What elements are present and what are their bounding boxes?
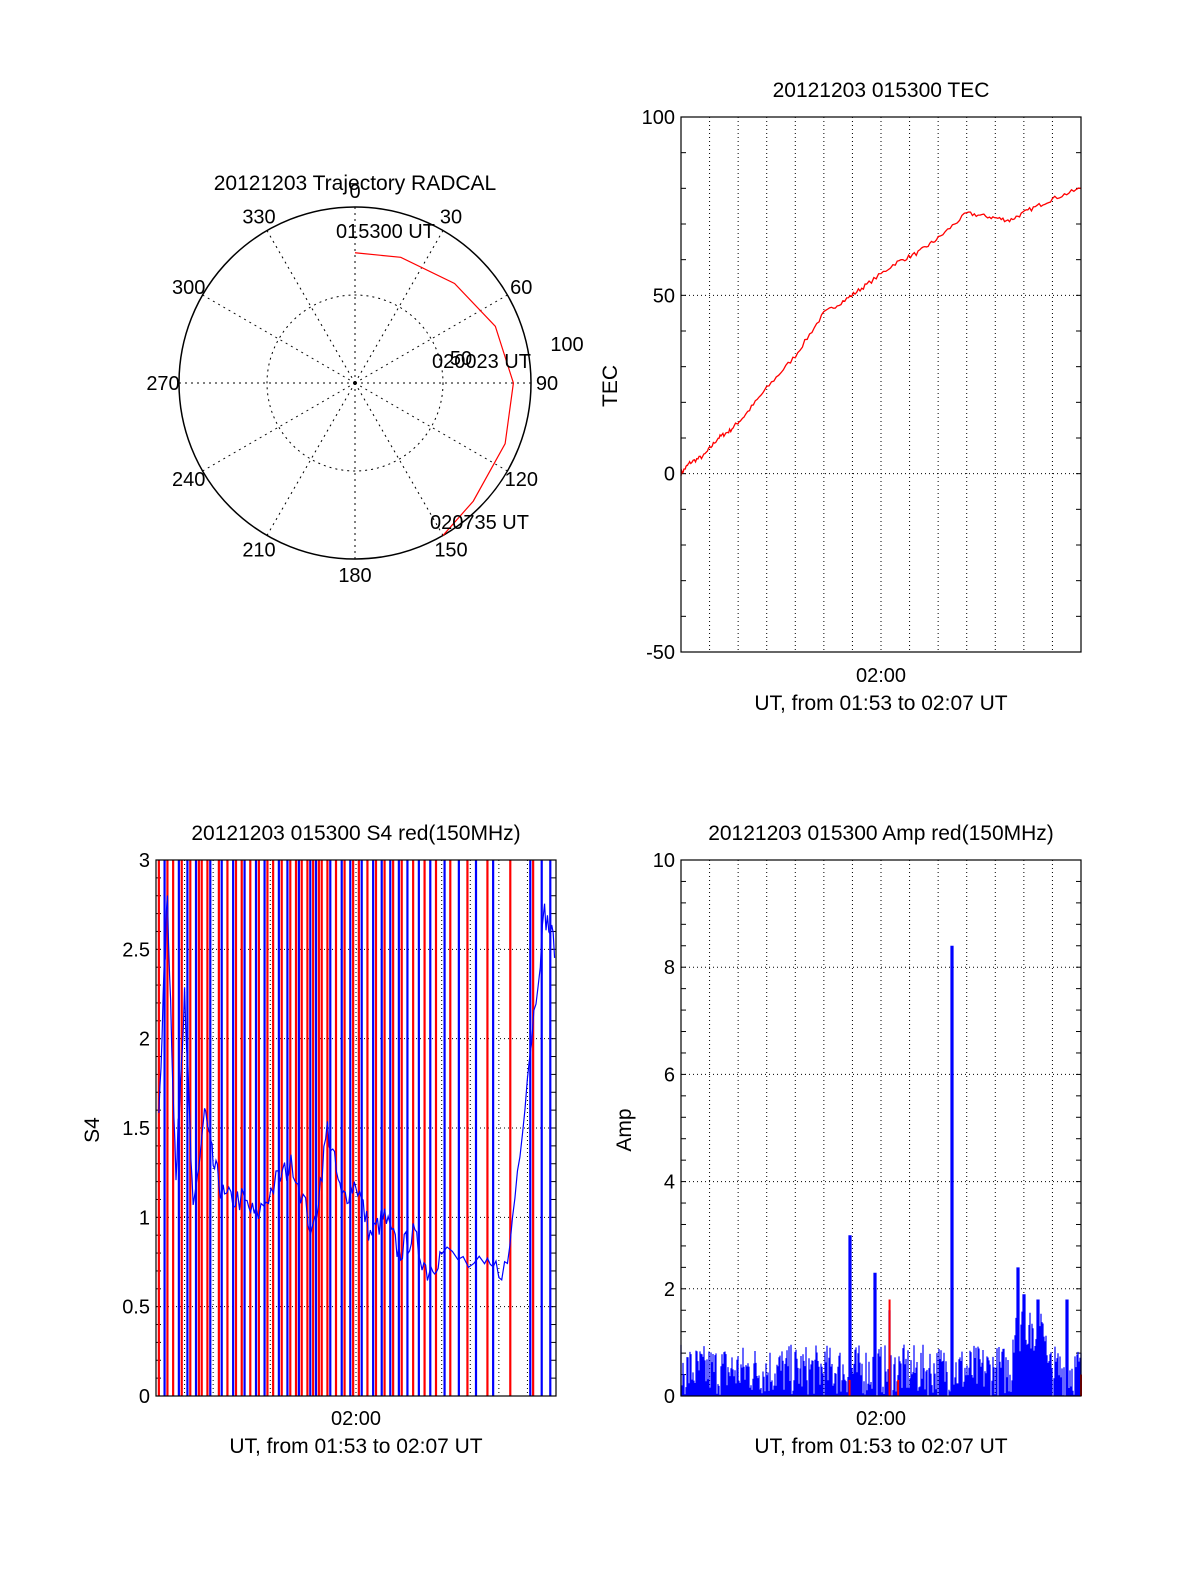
amp-ytick-label: 8 [664, 957, 675, 979]
tec-ytick-label: 0 [664, 464, 675, 486]
tec-ylabel: TEC [599, 365, 622, 407]
tec-ytick-label: 50 [653, 285, 675, 307]
s4-ytick-label: 1.5 [122, 1118, 150, 1140]
s4-ytick-label: 0.5 [122, 1297, 150, 1319]
s4-title: 20121203 015300 S4 red(150MHz) [191, 822, 520, 845]
polar-angle-label: 120 [505, 469, 538, 491]
polar-radius-labels: 50 100 [450, 334, 584, 370]
tec-frame [680, 116, 1082, 653]
amp-title: 20121203 015300 Amp red(150MHz) [708, 822, 1054, 845]
amp-ytick-label: 2 [664, 1279, 675, 1301]
polar-spoke [354, 230, 444, 384]
polar-angle-label: 0 [349, 181, 360, 203]
polar-radius-label: 50 [450, 348, 472, 370]
s4-ytick-label: 0 [139, 1386, 150, 1408]
trajectory-title: 20121203 Trajectory RADCAL [214, 172, 497, 195]
s4-blue-line [158, 895, 556, 1282]
s4-ytick-label: 2.5 [122, 939, 150, 961]
amp-ytick-label: 6 [664, 1064, 675, 1086]
trajectory-annotation-end: 020735 UT [430, 512, 529, 534]
polar-spoke [202, 294, 356, 384]
amp-ytick-label: 0 [664, 1386, 675, 1408]
polar-spoke [354, 382, 508, 472]
s4-ytick-label: 1 [139, 1207, 150, 1229]
polar-spoke [266, 382, 356, 536]
amp-xlabel: UT, from 01:53 to 02:07 UT [754, 1435, 1007, 1458]
s4-ytick-label: 2 [139, 1029, 150, 1051]
s4-axes: 0 0.5 1 1.5 2 2.5 3 [122, 850, 557, 1408]
tec-series-line [680, 187, 1082, 476]
polar-angle-label: 240 [172, 469, 205, 491]
s4-plot: 20121203 015300 S4 red(150MHz) 0 0.5 1 1.5 2… [81, 822, 557, 1458]
tec-ytick-label: 100 [642, 107, 675, 129]
trajectory-annotation-mid: 020023 UT [432, 351, 531, 373]
s4-ytick-label: 3 [139, 850, 150, 872]
polar-angle-label: 90 [536, 373, 558, 395]
polar-grid [178, 206, 532, 560]
trajectory-line [354, 252, 515, 536]
amp-ytick-label: 10 [653, 850, 675, 872]
polar-angle-label: 300 [172, 277, 205, 299]
s4-xlabel: UT, from 01:53 to 02:07 UT [229, 1435, 482, 1458]
amp-ytick-label: 4 [664, 1172, 675, 1194]
tec-ytick-label: -50 [646, 642, 675, 664]
amp-axes: 0 2 4 6 8 10 [653, 850, 1082, 1408]
tec-axes: -50 0 50 100 [642, 107, 1082, 664]
trajectory-track [354, 252, 515, 536]
polar-radius-label: 100 [550, 334, 583, 356]
amp-ylabel: Amp [613, 1108, 636, 1151]
polar-angle-label: 30 [440, 207, 462, 229]
polar-inner-circle [266, 294, 444, 472]
polar-angle-label: 150 [434, 539, 467, 561]
s4-frame [155, 859, 557, 1397]
polar-angle-label: 210 [242, 539, 275, 561]
polar-angle-label: 60 [510, 277, 532, 299]
amp-frame [680, 859, 1082, 1397]
polar-angle-labels: 0 30 60 90 120 150 180 210 240 270 300 330 [146, 181, 558, 587]
polar-angle-label: 270 [146, 373, 179, 395]
polar-angle-label: 330 [242, 207, 275, 229]
tec-title: 20121203 015300 TEC [773, 79, 990, 102]
s4-xtick: 02:00 [331, 1408, 381, 1430]
s4-ylabel: S4 [81, 1117, 104, 1143]
trajectory-annotation-start: 015300 UT [336, 221, 435, 243]
polar-angle-label: 180 [338, 565, 371, 587]
trajectory-plot: 20121203 Trajectory RADCAL 0 30 60 90 120 150… [146, 172, 583, 587]
amp-plot: 20121203 015300 Amp red(150MHz) 0246810 … [613, 822, 1082, 1458]
amp-xtick: 02:00 [856, 1408, 906, 1430]
tec-xlabel: UT, from 01:53 to 02:07 UT [754, 692, 1007, 715]
tec-xtick: 02:00 [856, 665, 906, 687]
